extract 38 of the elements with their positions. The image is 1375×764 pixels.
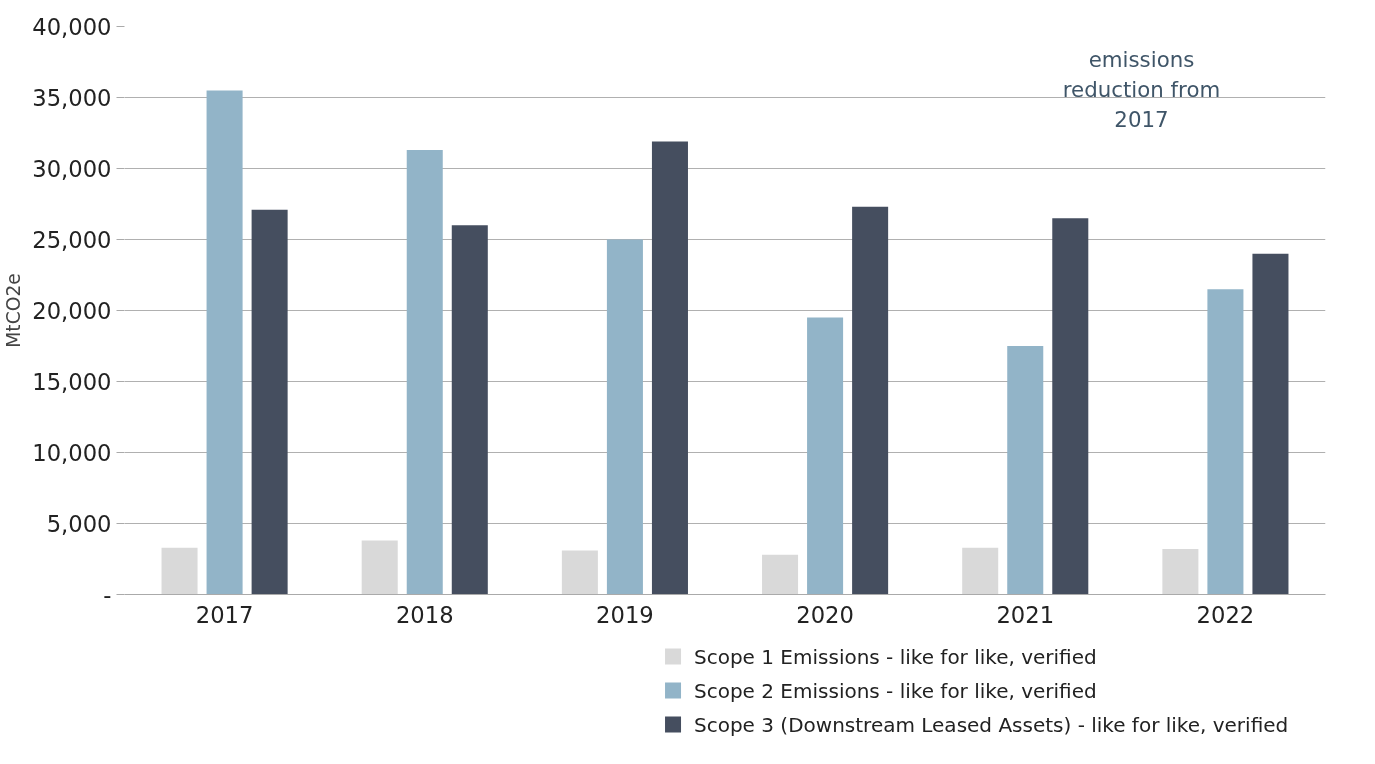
y-tick-label: 20,000 [32, 298, 112, 324]
x-tick-label: 2017 [195, 601, 254, 628]
bar [361, 540, 398, 595]
bar [852, 206, 889, 595]
bar [561, 550, 598, 595]
legend-label: Scope 2 Emissions - like for like, verified [693, 678, 1097, 703]
y-tick-label: 5,000 [46, 511, 112, 537]
bar [206, 90, 243, 595]
y-axis-title: MtCO2e [3, 273, 25, 348]
x-tick-label: 2022 [1196, 601, 1255, 628]
y-tick-label: 40,000 [32, 14, 112, 40]
y-tick-label: 35,000 [32, 85, 112, 111]
y-tick-label: 10,000 [32, 440, 112, 466]
bar [962, 547, 999, 595]
legend-label: Scope 3 (Downstream Leased Assets) - like for like, verified [693, 712, 1289, 737]
y-tick-label: 30,000 [32, 156, 112, 182]
bar [651, 141, 688, 595]
bar [451, 225, 488, 595]
y-tick-label: - [103, 582, 112, 608]
bar [406, 150, 443, 595]
bar [251, 209, 288, 595]
x-tick-label: 2021 [996, 601, 1055, 628]
bar [762, 554, 799, 595]
bar [1162, 549, 1199, 595]
bar [1007, 346, 1044, 595]
bar [606, 239, 643, 595]
x-tick-label: 2019 [596, 601, 654, 628]
bar [807, 317, 844, 595]
bar [1052, 218, 1089, 595]
bar [1207, 289, 1244, 595]
y-tick-label: 25,000 [32, 227, 112, 253]
x-tick-label: 2018 [395, 601, 454, 628]
legend-label: Scope 1 Emissions - like for like, verified [693, 644, 1097, 669]
x-tick-label: 2020 [796, 601, 854, 628]
y-tick-label: 15,000 [32, 369, 112, 395]
annotation: emissions reduction from 2017 [1062, 47, 1221, 132]
bar [1252, 253, 1289, 595]
bar [161, 547, 198, 595]
